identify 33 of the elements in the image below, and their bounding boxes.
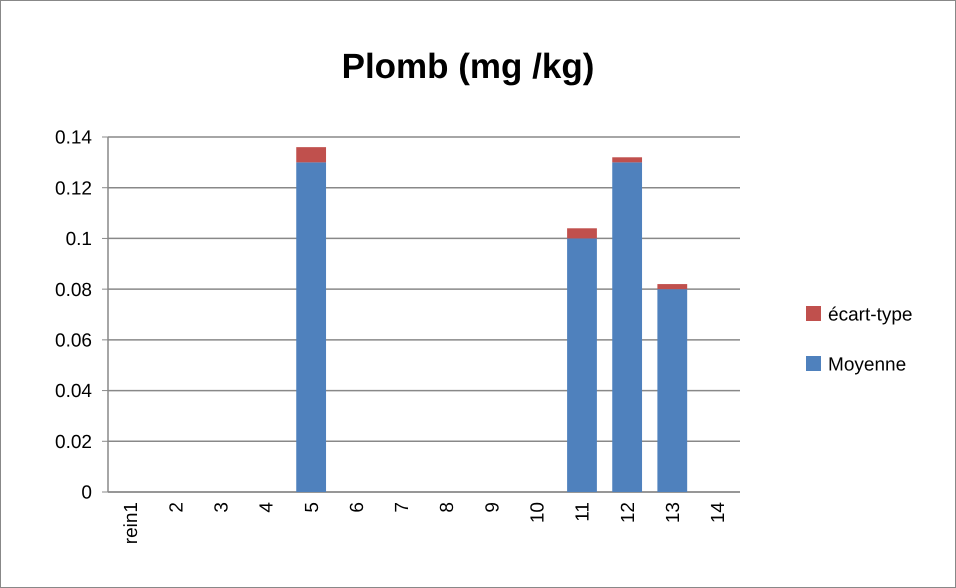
legend-label: Moyenne xyxy=(828,354,906,376)
x-tick-label: 14 xyxy=(708,502,730,524)
bar xyxy=(612,162,642,492)
legend-label: écart-type xyxy=(828,304,912,326)
y-tick-label: 0.04 xyxy=(55,381,92,402)
y-tick-label: 0 xyxy=(81,482,92,504)
bar xyxy=(657,284,688,290)
chart-title: Plomb (mg /kg) xyxy=(342,47,594,86)
y-tick-label: 0.02 xyxy=(55,432,92,453)
bar xyxy=(567,238,597,492)
x-tick-label: 9 xyxy=(482,502,504,513)
bar xyxy=(296,147,326,162)
bar xyxy=(567,228,597,238)
x-tick-label: 5 xyxy=(302,502,323,513)
y-tick-label: 0.08 xyxy=(55,280,92,301)
y-tick-label: 0.06 xyxy=(55,330,92,352)
x-tick-label: 11 xyxy=(572,502,594,522)
x-tick-label: rein1 xyxy=(121,502,142,544)
bar xyxy=(657,289,688,492)
bar xyxy=(296,162,326,492)
x-tick-label: 12 xyxy=(618,502,639,524)
x-tick-label: 2 xyxy=(166,502,188,513)
x-tick-label: 3 xyxy=(212,502,233,513)
x-tick-label: 7 xyxy=(392,502,414,513)
y-tick-label: 0.12 xyxy=(55,178,92,200)
x-tick-label: 4 xyxy=(256,502,278,513)
x-tick-label: 6 xyxy=(346,502,368,513)
x-tick-label: 13 xyxy=(662,502,684,524)
x-tick-label: 8 xyxy=(437,502,458,513)
y-tick-label: 0.14 xyxy=(55,128,92,149)
bar xyxy=(612,157,642,162)
x-tick-label: 10 xyxy=(528,502,549,524)
y-tick-label: 0.1 xyxy=(66,229,92,250)
